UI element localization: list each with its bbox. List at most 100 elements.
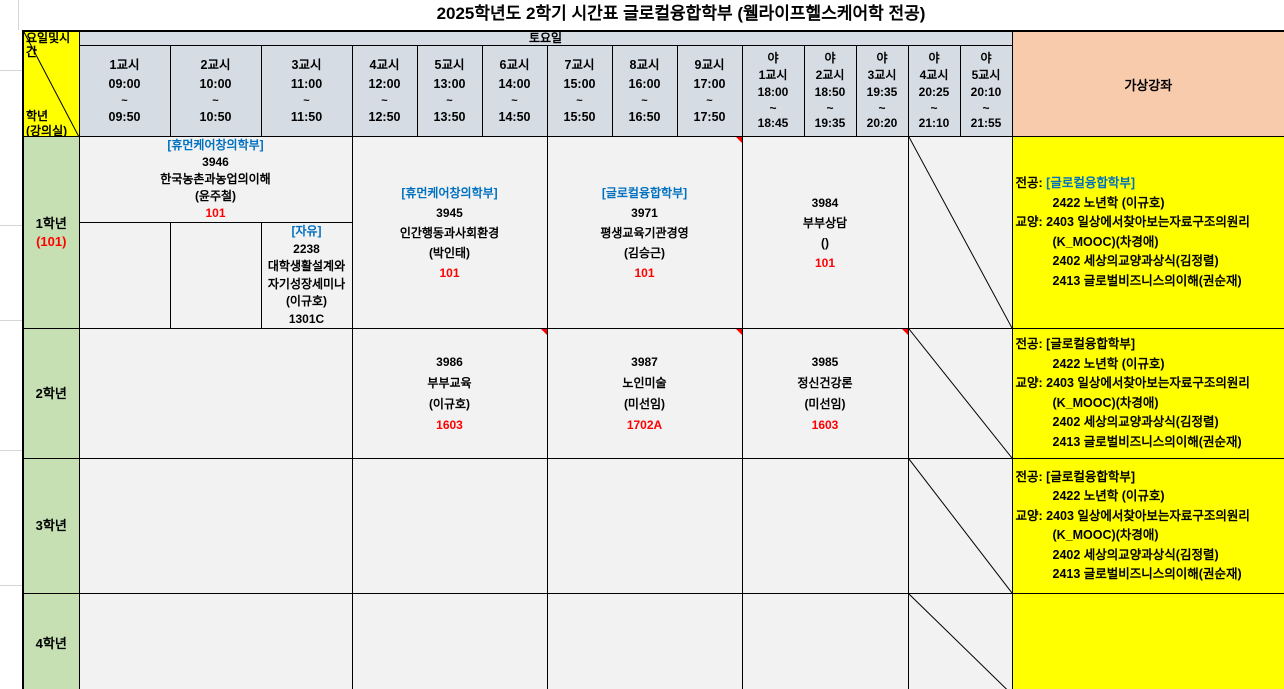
cell-empty[interactable] [78, 328, 353, 459]
cell-empty[interactable] [78, 222, 171, 329]
period-name: 5교시 [434, 57, 465, 72]
cell-empty[interactable] [741, 458, 909, 594]
course-room: 1702A [626, 417, 663, 432]
cell-course-3987[interactable]: 3987 노인미술 (미선임) 1702A [546, 328, 743, 459]
grade-row-2-label[interactable]: 2학년 [22, 328, 80, 459]
course-code: 3985 [811, 354, 839, 369]
cell-course-2238[interactable]: [자유] 2238 대학생활설계와 자기성장세미나 (이규호) 1301C [260, 222, 353, 329]
period-end: 18:45 [757, 116, 789, 130]
course-code: 3971 [631, 205, 658, 220]
period-start: 11:00 [290, 76, 323, 91]
cell-empty[interactable] [78, 593, 353, 689]
virtual-major-line: 전공: [글로컬융합학부] [1016, 174, 1284, 194]
period-header-6[interactable]: 6교시 14:00 ~ 14:50 [481, 45, 548, 137]
cell-empty-diagonal-grade3[interactable] [907, 458, 1013, 594]
course-code: 3945 [436, 205, 463, 220]
period-tilde: ~ [878, 101, 886, 115]
period-tilde: ~ [826, 101, 834, 115]
period-header-5[interactable]: 5교시 13:00 ~ 13:50 [416, 45, 483, 137]
period-header-9[interactable]: 9교시 17:00 ~ 17:50 [676, 45, 743, 137]
virtual-lecture-header[interactable]: 가상강좌 [1011, 30, 1284, 137]
cell-empty[interactable] [351, 458, 548, 594]
grade-row-4-label[interactable]: 4학년 [22, 593, 80, 689]
period-end: 19:35 [814, 116, 846, 130]
grade-room: (101) [36, 233, 67, 249]
grade-row-1-label[interactable]: 1학년 (101) [22, 136, 80, 329]
cell-course-3971[interactable]: [글로컬융합학부] 3971 평생교육기관경영 (김승근) 101 [546, 136, 743, 329]
virtual-cell-grade2[interactable]: 전공: [글로컬융합학부] 2422 노년학 (이규호) 교양: 2403 일상… [1011, 328, 1284, 459]
period-header-night-3[interactable]: 야 3교시 19:35 ~ 20:20 [855, 45, 909, 137]
period-name: 5교시 [971, 68, 1001, 82]
cell-course-3986[interactable]: 3986 부부교육 (이규호) 1603 [351, 328, 548, 459]
grid-line [0, 320, 22, 321]
period-start: 12:00 [368, 76, 401, 91]
major-dept: [글로컬융합학부] [1046, 176, 1135, 190]
cell-empty[interactable] [351, 593, 548, 689]
grade-row-3-label[interactable]: 3학년 [22, 458, 80, 594]
period-name: 4교시 [369, 57, 400, 72]
corner-label-grade-room: 학년 (강의실) [26, 109, 67, 136]
period-end: 13:50 [433, 109, 466, 124]
virtual-general-course2: 2402 세상의교양과상식(김정렬) [1052, 415, 1219, 429]
cell-empty-diagonal-grade2[interactable] [907, 328, 1013, 459]
page-title: 2025학년도 2학기 시간표 글로컬융합학부 (웰라이프헬스케어학 전공) [436, 4, 926, 23]
period-start: 09:00 [108, 76, 141, 91]
period-header-night-5[interactable]: 야 5교시 20:10 ~ 21:55 [959, 45, 1013, 137]
period-name: 3교시 [867, 68, 897, 82]
course-name: 노인미술 [622, 375, 667, 390]
grid-line [0, 70, 22, 71]
virtual-cell-grade1[interactable]: 전공: [글로컬융합학부] 2422 노년학 (이규호) 교양: 2403 일상… [1011, 136, 1284, 329]
course-dept: [글로컬융합학부] [601, 185, 688, 200]
course-room: 101 [205, 206, 226, 220]
cell-empty-diagonal-grade1[interactable] [907, 136, 1013, 329]
period-name: 7교시 [564, 57, 595, 72]
cell-empty[interactable] [741, 593, 909, 689]
night-label: 야 [824, 51, 836, 65]
cell-empty[interactable] [78, 458, 353, 594]
period-tilde: ~ [982, 101, 990, 115]
virtual-cell-grade4-empty[interactable] [1011, 593, 1284, 689]
corner-header-cell[interactable]: 요일및시간 학년 (강의실) [22, 30, 80, 137]
period-end: 16:50 [628, 109, 661, 124]
corner-label-day-time: 요일및시간 [26, 31, 71, 59]
virtual-general-course2: 2402 세상의교양과상식(김정렬) [1052, 254, 1219, 268]
cell-course-3946[interactable]: [휴먼케어창의학부] 3946 한국농촌과농업의이해 (윤주철) 101 [78, 136, 353, 223]
period-header-8[interactable]: 8교시 16:00 ~ 16:50 [611, 45, 678, 137]
course-room: 101 [634, 265, 655, 280]
cell-empty[interactable] [546, 458, 743, 594]
period-header-4[interactable]: 4교시 12:00 ~ 12:50 [351, 45, 418, 137]
course-room: 1603 [436, 417, 463, 432]
course-prof: (미선임) [804, 396, 846, 411]
virtual-general-course2: 2402 세상의교양과상식(김정렬) [1052, 547, 1219, 562]
period-end: 21:55 [970, 116, 1002, 130]
period-start: 13:00 [433, 76, 466, 91]
course-code: 3946 [202, 155, 229, 169]
cell-empty[interactable] [546, 593, 743, 689]
cell-empty[interactable] [169, 222, 262, 329]
period-tilde: ~ [303, 94, 310, 107]
cell-course-3984[interactable]: 3984 부부상담 () 101 [741, 136, 909, 329]
course-name: 정신건강론 [797, 375, 853, 390]
period-header-night-2[interactable]: 야 2교시 18:50 ~ 19:35 [803, 45, 857, 137]
period-end: 20:20 [866, 116, 898, 130]
period-header-2[interactable]: 2교시 10:00 ~ 10:50 [169, 45, 262, 137]
cell-course-3985[interactable]: 3985 정신건강론 (미선임) 1603 [741, 328, 909, 459]
cell-course-3945[interactable]: [휴먼케어창의학부] 3945 인간행동과사회환경 (박인태) 101 [351, 136, 548, 329]
period-header-7[interactable]: 7교시 15:00 ~ 15:50 [546, 45, 613, 137]
period-header-1[interactable]: 1교시 09:00 ~ 09:50 [78, 45, 171, 137]
cell-empty-diagonal-grade4[interactable] [907, 593, 1013, 689]
period-header-night-4[interactable]: 야 4교시 20:25 ~ 21:10 [907, 45, 961, 137]
comment-indicator [735, 137, 741, 143]
period-start: 10:00 [199, 76, 232, 91]
period-name: 1교시 [758, 68, 788, 82]
virtual-cell-grade3[interactable]: 전공: [글로컬융합학부] 2422 노년학 (이규호) 교양: 2403 일상… [1011, 458, 1284, 594]
period-end: 09:50 [108, 109, 141, 124]
period-header-night-1[interactable]: 야 1교시 18:00 ~ 18:45 [741, 45, 805, 137]
day-header-saturday[interactable]: 토요일 [78, 30, 1013, 46]
course-name: 부부교육 [427, 375, 472, 390]
period-start: 17:00 [693, 76, 726, 91]
virtual-general-line: 교양: 2403 일상에서찾아보는자료구조의원리 [1016, 507, 1284, 527]
period-header-3[interactable]: 3교시 11:00 ~ 11:50 [260, 45, 353, 137]
course-code: 3984 [811, 195, 839, 210]
